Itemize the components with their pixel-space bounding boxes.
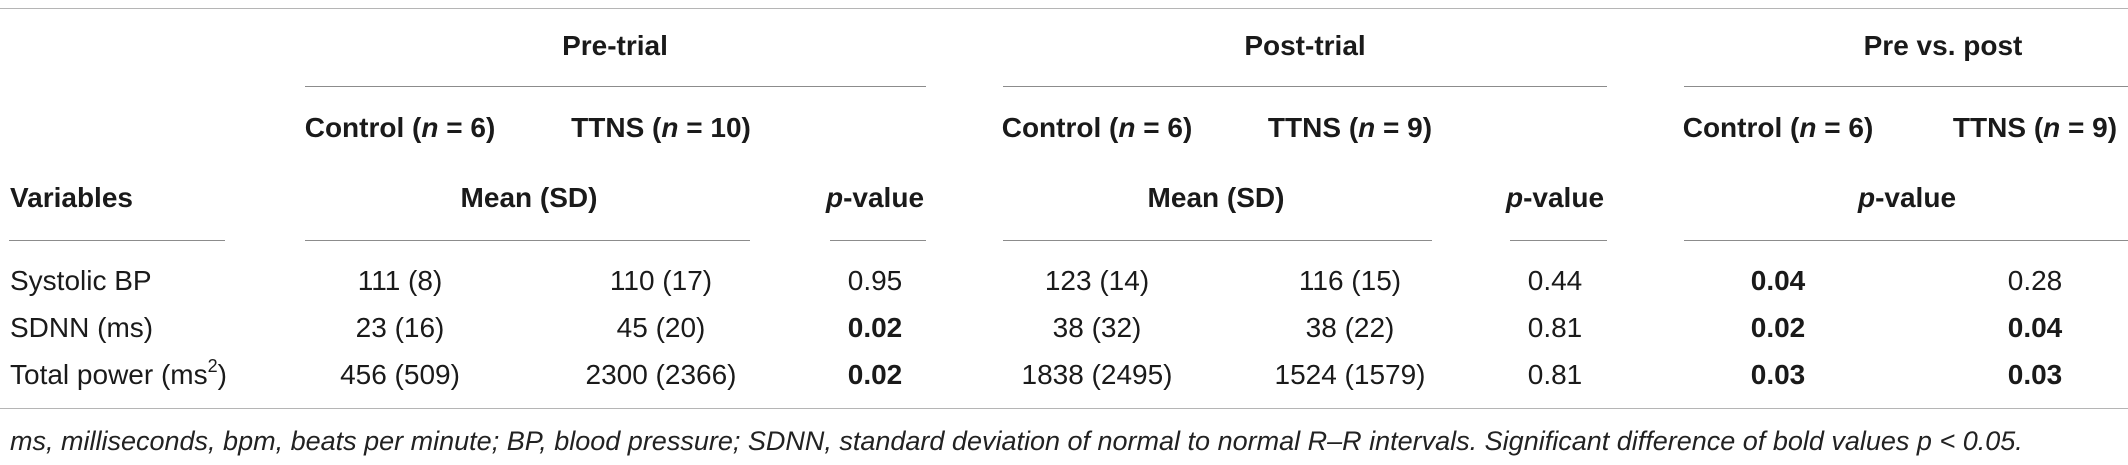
n-value: = 6) [1135,112,1193,143]
group-rule-prepost [1684,86,2128,87]
cell-post-p: 0.44 [1527,265,1583,296]
group-header-pre-vs-post: Pre vs. post [1863,30,2023,61]
group-rule-post [1003,86,1607,87]
header-rule-pre-p [830,240,926,241]
cell-pre-ttns: 110 (17) [609,265,713,296]
cell-pp-control: 0.04 [1750,265,1806,296]
cell-post-ttns: 38 (22) [1305,312,1395,343]
cell-pre-p: 0.02 [847,359,903,390]
superscript: 2 [207,355,218,376]
cell-pre-control: 111 (8) [357,265,443,296]
subheader-pre-ttns: TTNS (n = 10) [571,111,751,145]
cell-post-control: 1838 (2495) [1021,359,1173,390]
n-letter: n [1799,112,1817,143]
n-letter: n [421,112,439,143]
p-rest: -value [1523,182,1605,213]
cell-post-p: 0.81 [1527,359,1583,390]
p-rest: -value [1875,182,1957,213]
subheader-pre-control: Control (n = 6) [305,111,496,145]
cell-pp-control: 0.03 [1750,359,1806,390]
p-letter: p [1505,182,1524,213]
header-prepost-p-value: p-value [1858,181,1956,215]
row-label-text: Total power (ms [10,359,208,390]
n-letter: n [1118,112,1136,143]
header-post-mean-sd: Mean (SD) [1147,182,1285,213]
p-rest: -value [843,182,925,213]
cell-pre-ttns: 45 (20) [616,312,706,343]
subheader-text: TTNS ( [571,112,662,143]
subheader-pp-control: Control (n = 6) [1683,111,1874,145]
n-value: = 9) [1375,112,1433,143]
cell-pre-ttns: 2300 (2366) [585,359,737,390]
header-rule-prepost-p [1684,240,2128,241]
row-label: SDNN (ms) [10,312,154,343]
row-label: Systolic BP [10,265,152,296]
subheader-text: TTNS ( [1267,112,1359,143]
n-letter: n [661,112,679,143]
n-value: = 9) [2060,112,2118,143]
p-letter: p [1857,182,1876,213]
subheader-post-ttns: TTNS (n = 9) [1268,111,1432,145]
n-value: = 6) [1816,112,1874,143]
group-header-pre-trial: Pre-trial [562,30,668,61]
header-pre-p-value: p-value [826,181,924,215]
cell-post-control: 38 (32) [1052,312,1142,343]
subheader-text: TTNS ( [1952,112,2044,143]
header-rule-post-mean [1003,240,1432,241]
cell-pp-ttns: 0.03 [2007,359,2063,390]
n-value: = 6) [438,112,496,143]
cell-pre-control: 456 (509) [340,359,460,390]
subheader-pp-ttns: TTNS (n = 9) [1953,111,2117,145]
subheader-text: Control ( [1001,112,1119,143]
table-bottom-rule [0,408,2128,409]
header-variables: Variables [10,182,133,213]
cell-pre-control: 23 (16) [355,312,445,343]
subheader-text: Control ( [1682,112,1800,143]
n-letter: n [1358,112,1376,143]
cell-post-ttns: 1524 (1579) [1274,359,1426,390]
cell-post-ttns: 116 (15) [1298,265,1402,296]
n-letter: n [2043,112,2061,143]
row-label-close: ) [217,359,227,390]
header-rule-pre-mean [305,240,750,241]
header-rule-post-p [1510,240,1607,241]
subheader-text: Control ( [304,112,422,143]
group-header-post-trial: Post-trial [1244,30,1366,61]
cell-pp-control: 0.02 [1750,312,1806,343]
table-footnote: ms, milliseconds, bpm, beats per minute;… [10,426,2023,456]
cell-post-p: 0.81 [1527,312,1583,343]
cell-pp-ttns: 0.04 [2007,312,2063,343]
subheader-post-control: Control (n = 6) [1002,111,1193,145]
table-top-rule [0,8,2128,9]
cell-pre-p: 0.02 [847,312,903,343]
p-letter: p [825,182,844,213]
group-rule-pre [305,86,926,87]
row-label: Total power (ms2) [10,355,227,392]
header-rule-variables [9,240,225,241]
cell-pre-p: 0.95 [847,265,903,296]
header-pre-mean-sd: Mean (SD) [460,182,598,213]
cell-post-control: 123 (14) [1044,265,1150,296]
header-post-p-value: p-value [1506,181,1604,215]
n-value: = 10) [678,112,751,143]
cell-pp-ttns: 0.28 [2007,265,2063,296]
